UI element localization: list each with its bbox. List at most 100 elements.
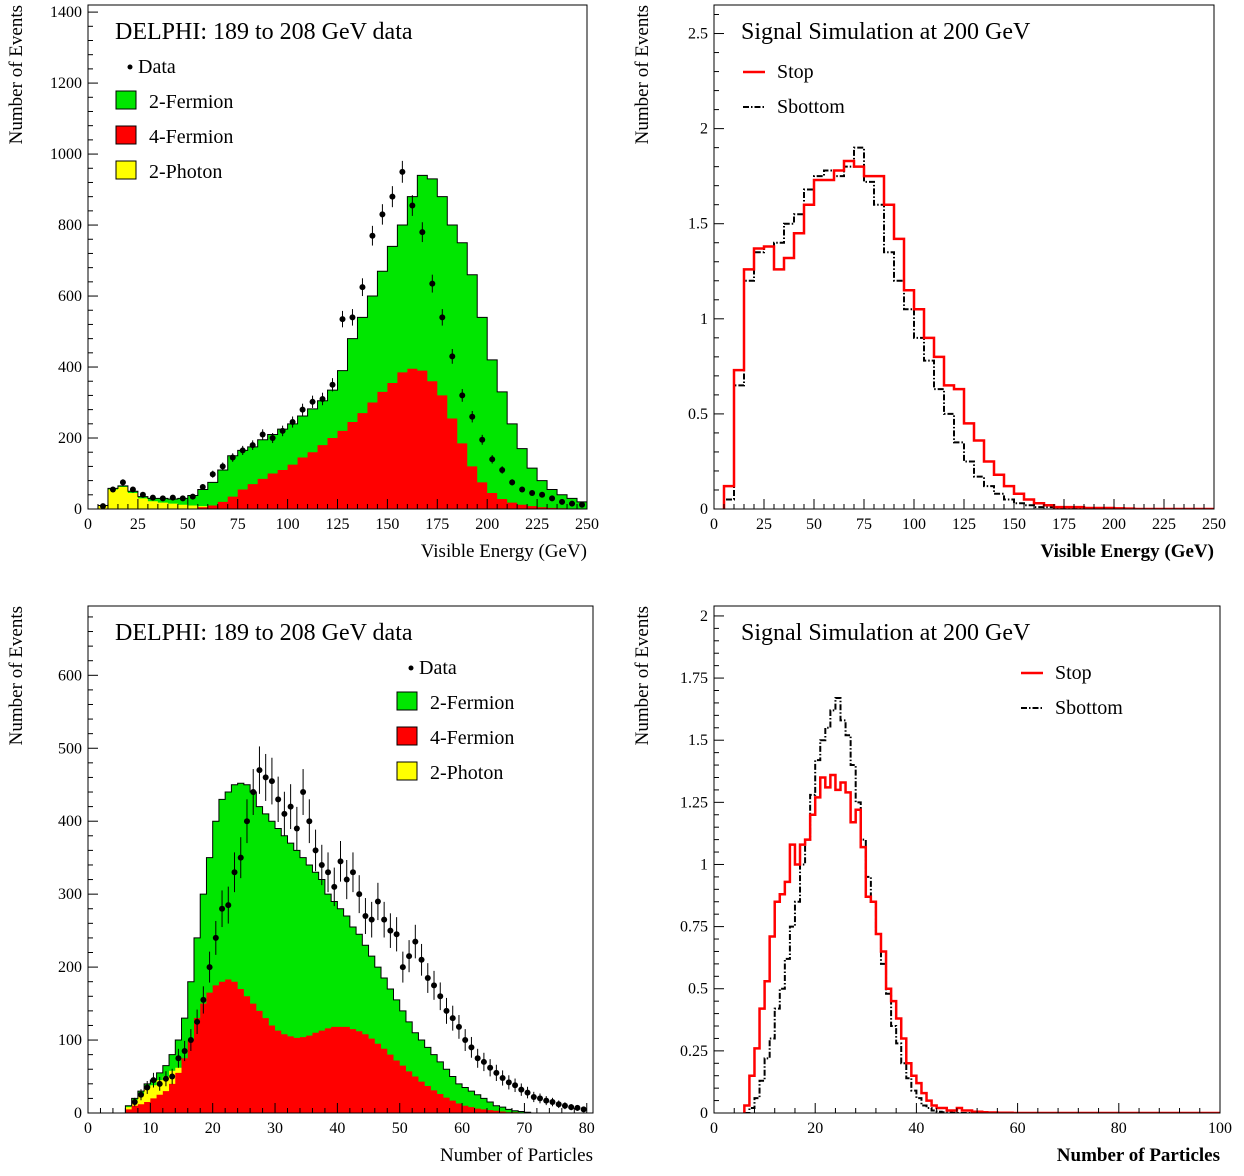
y-tick-label: 0.5 xyxy=(688,981,708,998)
data-point xyxy=(209,471,216,478)
y-tick-label: 0.25 xyxy=(680,1043,708,1060)
legend-stop-label: Stop xyxy=(1055,662,1092,684)
x-tick-label: 75 xyxy=(856,516,872,533)
data-point xyxy=(356,891,363,898)
y-tick-label: 600 xyxy=(58,667,82,684)
y-tick-label: 600 xyxy=(58,288,82,305)
y-axis-label: Number of Events xyxy=(632,5,653,144)
data-point xyxy=(293,825,300,832)
legend-label-f2: 2-Fermion xyxy=(149,91,233,113)
data-point xyxy=(569,500,576,507)
x-tick-label: 10 xyxy=(142,1120,158,1137)
data-point xyxy=(187,1037,194,1044)
data-point xyxy=(505,1079,512,1086)
legend-data-label: Data xyxy=(138,56,176,78)
y-tick-label: 1 xyxy=(700,856,708,873)
legend-swatch-ph2 xyxy=(115,160,137,180)
data-point xyxy=(419,229,426,236)
data-point xyxy=(537,1095,544,1102)
data-point xyxy=(156,1080,163,1087)
data-point xyxy=(487,1064,494,1071)
data-point xyxy=(287,803,294,810)
data-point xyxy=(206,964,213,971)
sbottom-line xyxy=(723,146,1214,509)
data-point xyxy=(181,1047,188,1054)
data-point xyxy=(109,486,116,493)
x-tick-label: 75 xyxy=(230,516,246,533)
x-tick-label: 0 xyxy=(710,516,718,533)
x-tick-label: 175 xyxy=(1052,516,1076,533)
y-tick-label: 2 xyxy=(700,121,708,138)
data-point xyxy=(359,284,366,291)
y-tick-label: 400 xyxy=(58,813,82,830)
x-tick-label: 40 xyxy=(908,1120,924,1137)
chart-panel-p4: 0 20 40 60 80 100 0 0.25 0.5 0.75 1 1.25 1.5 1.75 2 Num… xyxy=(632,605,1232,1166)
y-tick-label: 1 xyxy=(700,311,708,328)
data-point xyxy=(343,876,350,883)
data-point xyxy=(139,491,146,498)
x-tick-label: 25 xyxy=(756,516,772,533)
data-point xyxy=(349,869,356,876)
x-tick-label: 30 xyxy=(267,1120,283,1137)
y-tick-label: 0 xyxy=(74,1105,82,1122)
data-point xyxy=(555,1101,562,1108)
data-point xyxy=(200,996,207,1003)
data-point xyxy=(387,927,394,934)
data-point xyxy=(225,902,232,909)
legend-swatch-f4 xyxy=(396,726,418,746)
y-tick-label: 1200 xyxy=(50,75,82,92)
legend-sbottom-label: Sbottom xyxy=(777,96,845,118)
data-point xyxy=(289,419,296,426)
x-tick-label: 125 xyxy=(326,516,350,533)
y-tick-label: 0 xyxy=(700,1105,708,1122)
legend-swatch-f2 xyxy=(115,90,137,110)
legend-label-f2: 2-Fermion xyxy=(430,692,514,714)
fermion4-area xyxy=(125,979,531,1113)
data-point xyxy=(231,869,238,876)
data-point xyxy=(393,931,400,938)
data-point xyxy=(509,479,516,486)
data-point xyxy=(568,1104,575,1111)
data-point xyxy=(406,953,413,960)
y-tick-label: 400 xyxy=(58,359,82,376)
y-tick-label: 800 xyxy=(58,217,82,234)
data-point xyxy=(389,193,396,200)
legend-data-marker xyxy=(127,64,133,70)
data-point xyxy=(474,1055,481,1062)
plot-area xyxy=(743,696,1220,1113)
plot-area xyxy=(97,160,587,509)
data-point xyxy=(429,280,436,287)
x-tick-label: 0 xyxy=(710,1120,718,1137)
data-point xyxy=(412,938,419,945)
data-point xyxy=(279,427,286,434)
data-point xyxy=(299,406,306,413)
data-point xyxy=(275,796,282,803)
data-point xyxy=(212,934,219,941)
data-point xyxy=(379,211,386,218)
data-point xyxy=(539,491,546,498)
y-tick-label: 1.75 xyxy=(680,670,708,687)
y-tick-label: 200 xyxy=(58,430,82,447)
legend-sbottom-label: Sbottom xyxy=(1055,697,1123,719)
x-tick-label: 70 xyxy=(516,1120,532,1137)
chart-title: Signal Simulation at 200 GeV xyxy=(741,19,1031,45)
data-point xyxy=(219,463,226,470)
data-point xyxy=(455,1023,462,1030)
legend-data-label: Data xyxy=(419,657,457,679)
data-point xyxy=(169,494,176,501)
data-point xyxy=(530,1093,537,1100)
x-tick-label: 0 xyxy=(84,1120,92,1137)
data-point xyxy=(462,1037,469,1044)
y-tick-label: 0 xyxy=(74,501,82,518)
chart-title: DELPHI: 189 to 208 GeV data xyxy=(115,19,413,45)
x-tick-label: 175 xyxy=(425,516,449,533)
data-point xyxy=(489,456,496,463)
data-point xyxy=(281,810,288,817)
chart-panel-p2: 0 25 50 75 100 125 150 175 200 225 250 0 0.5 1 1.5 2 2.5… xyxy=(632,4,1226,562)
x-axis-label: Visible Energy (GeV) xyxy=(421,541,587,562)
data-point xyxy=(468,1044,475,1051)
x-tick-label: 40 xyxy=(329,1120,345,1137)
y-axis-label: Number of Events xyxy=(6,5,27,144)
y-axis-label: Number of Events xyxy=(632,606,653,745)
